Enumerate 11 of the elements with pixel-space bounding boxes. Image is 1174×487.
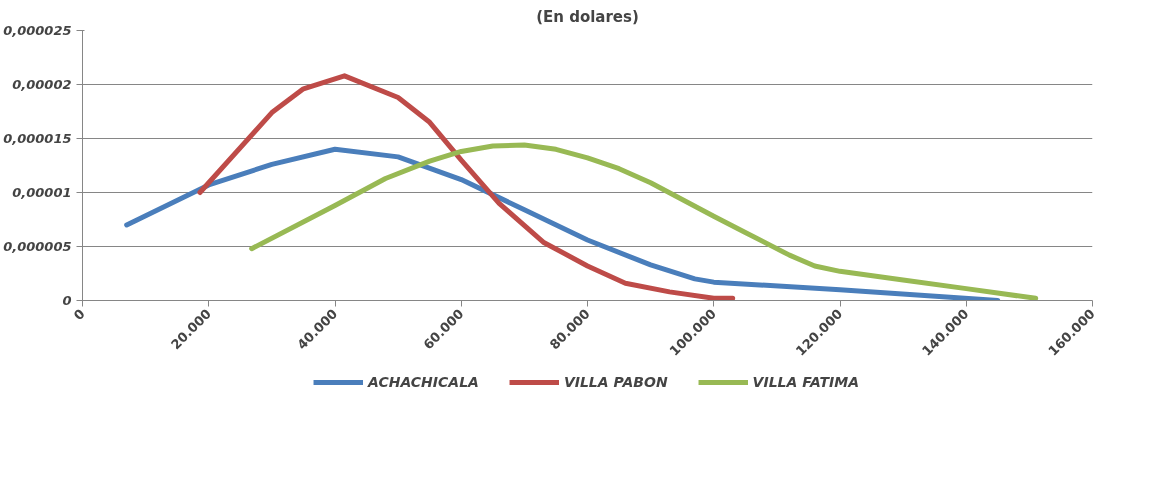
legend-label: VILLA PABON [563,374,668,390]
legend-label: ACHACHICALA [368,374,479,390]
y-tick-label: 0,000005 [3,239,72,254]
legend-label: VILLA FATIMA [752,374,859,390]
y-tick-label: 0,000025 [3,23,72,38]
y-tick-label: 0 [62,293,72,308]
y-tick-label: 0,00002 [12,77,72,92]
y-tick-label: 0,000015 [3,131,72,146]
chart-title: (En dolares) [536,7,639,26]
y-tick-label: 0,00001 [12,185,72,200]
x-tick-label: 0 [70,306,88,324]
